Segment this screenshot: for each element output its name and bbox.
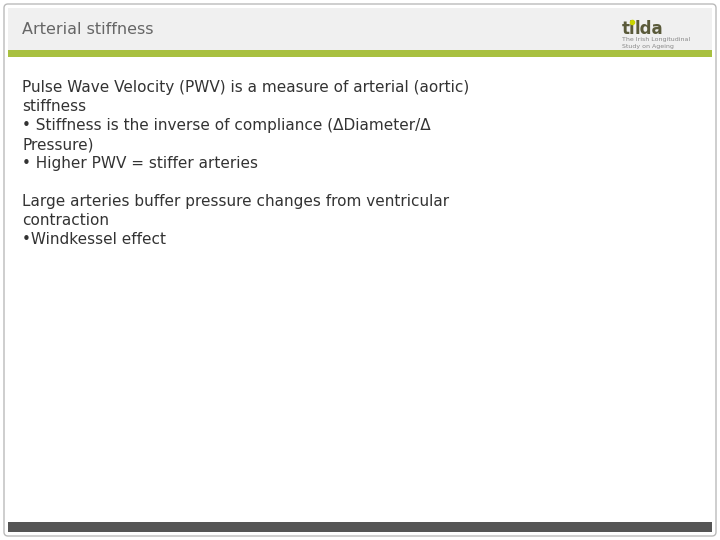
Text: stiffness: stiffness	[22, 99, 86, 114]
Text: lda: lda	[635, 20, 664, 38]
Text: t: t	[622, 20, 630, 38]
Text: Large arteries buffer pressure changes from ventricular: Large arteries buffer pressure changes f…	[22, 194, 449, 209]
FancyBboxPatch shape	[4, 4, 716, 536]
Bar	[8, 8, 712, 50]
Text: Pulse Wave Velocity (PWV) is a measure of arterial (aortic): Pulse Wave Velocity (PWV) is a measure o…	[22, 80, 469, 95]
Text: • Higher PWV = stiffer arteries: • Higher PWV = stiffer arteries	[22, 156, 258, 171]
Bar	[8, 50, 712, 57]
Text: i: i	[629, 20, 634, 38]
Text: The Irish Longitudinal
Study on Ageing: The Irish Longitudinal Study on Ageing	[622, 37, 690, 49]
Text: Pressure): Pressure)	[22, 137, 94, 152]
Text: • Stiffness is the inverse of compliance (ΔDiameter/Δ: • Stiffness is the inverse of compliance…	[22, 118, 431, 133]
Text: contraction: contraction	[22, 213, 109, 228]
Bar	[8, 522, 712, 532]
Text: Arterial stiffness: Arterial stiffness	[22, 22, 153, 37]
Text: •Windkessel effect: •Windkessel effect	[22, 232, 166, 247]
